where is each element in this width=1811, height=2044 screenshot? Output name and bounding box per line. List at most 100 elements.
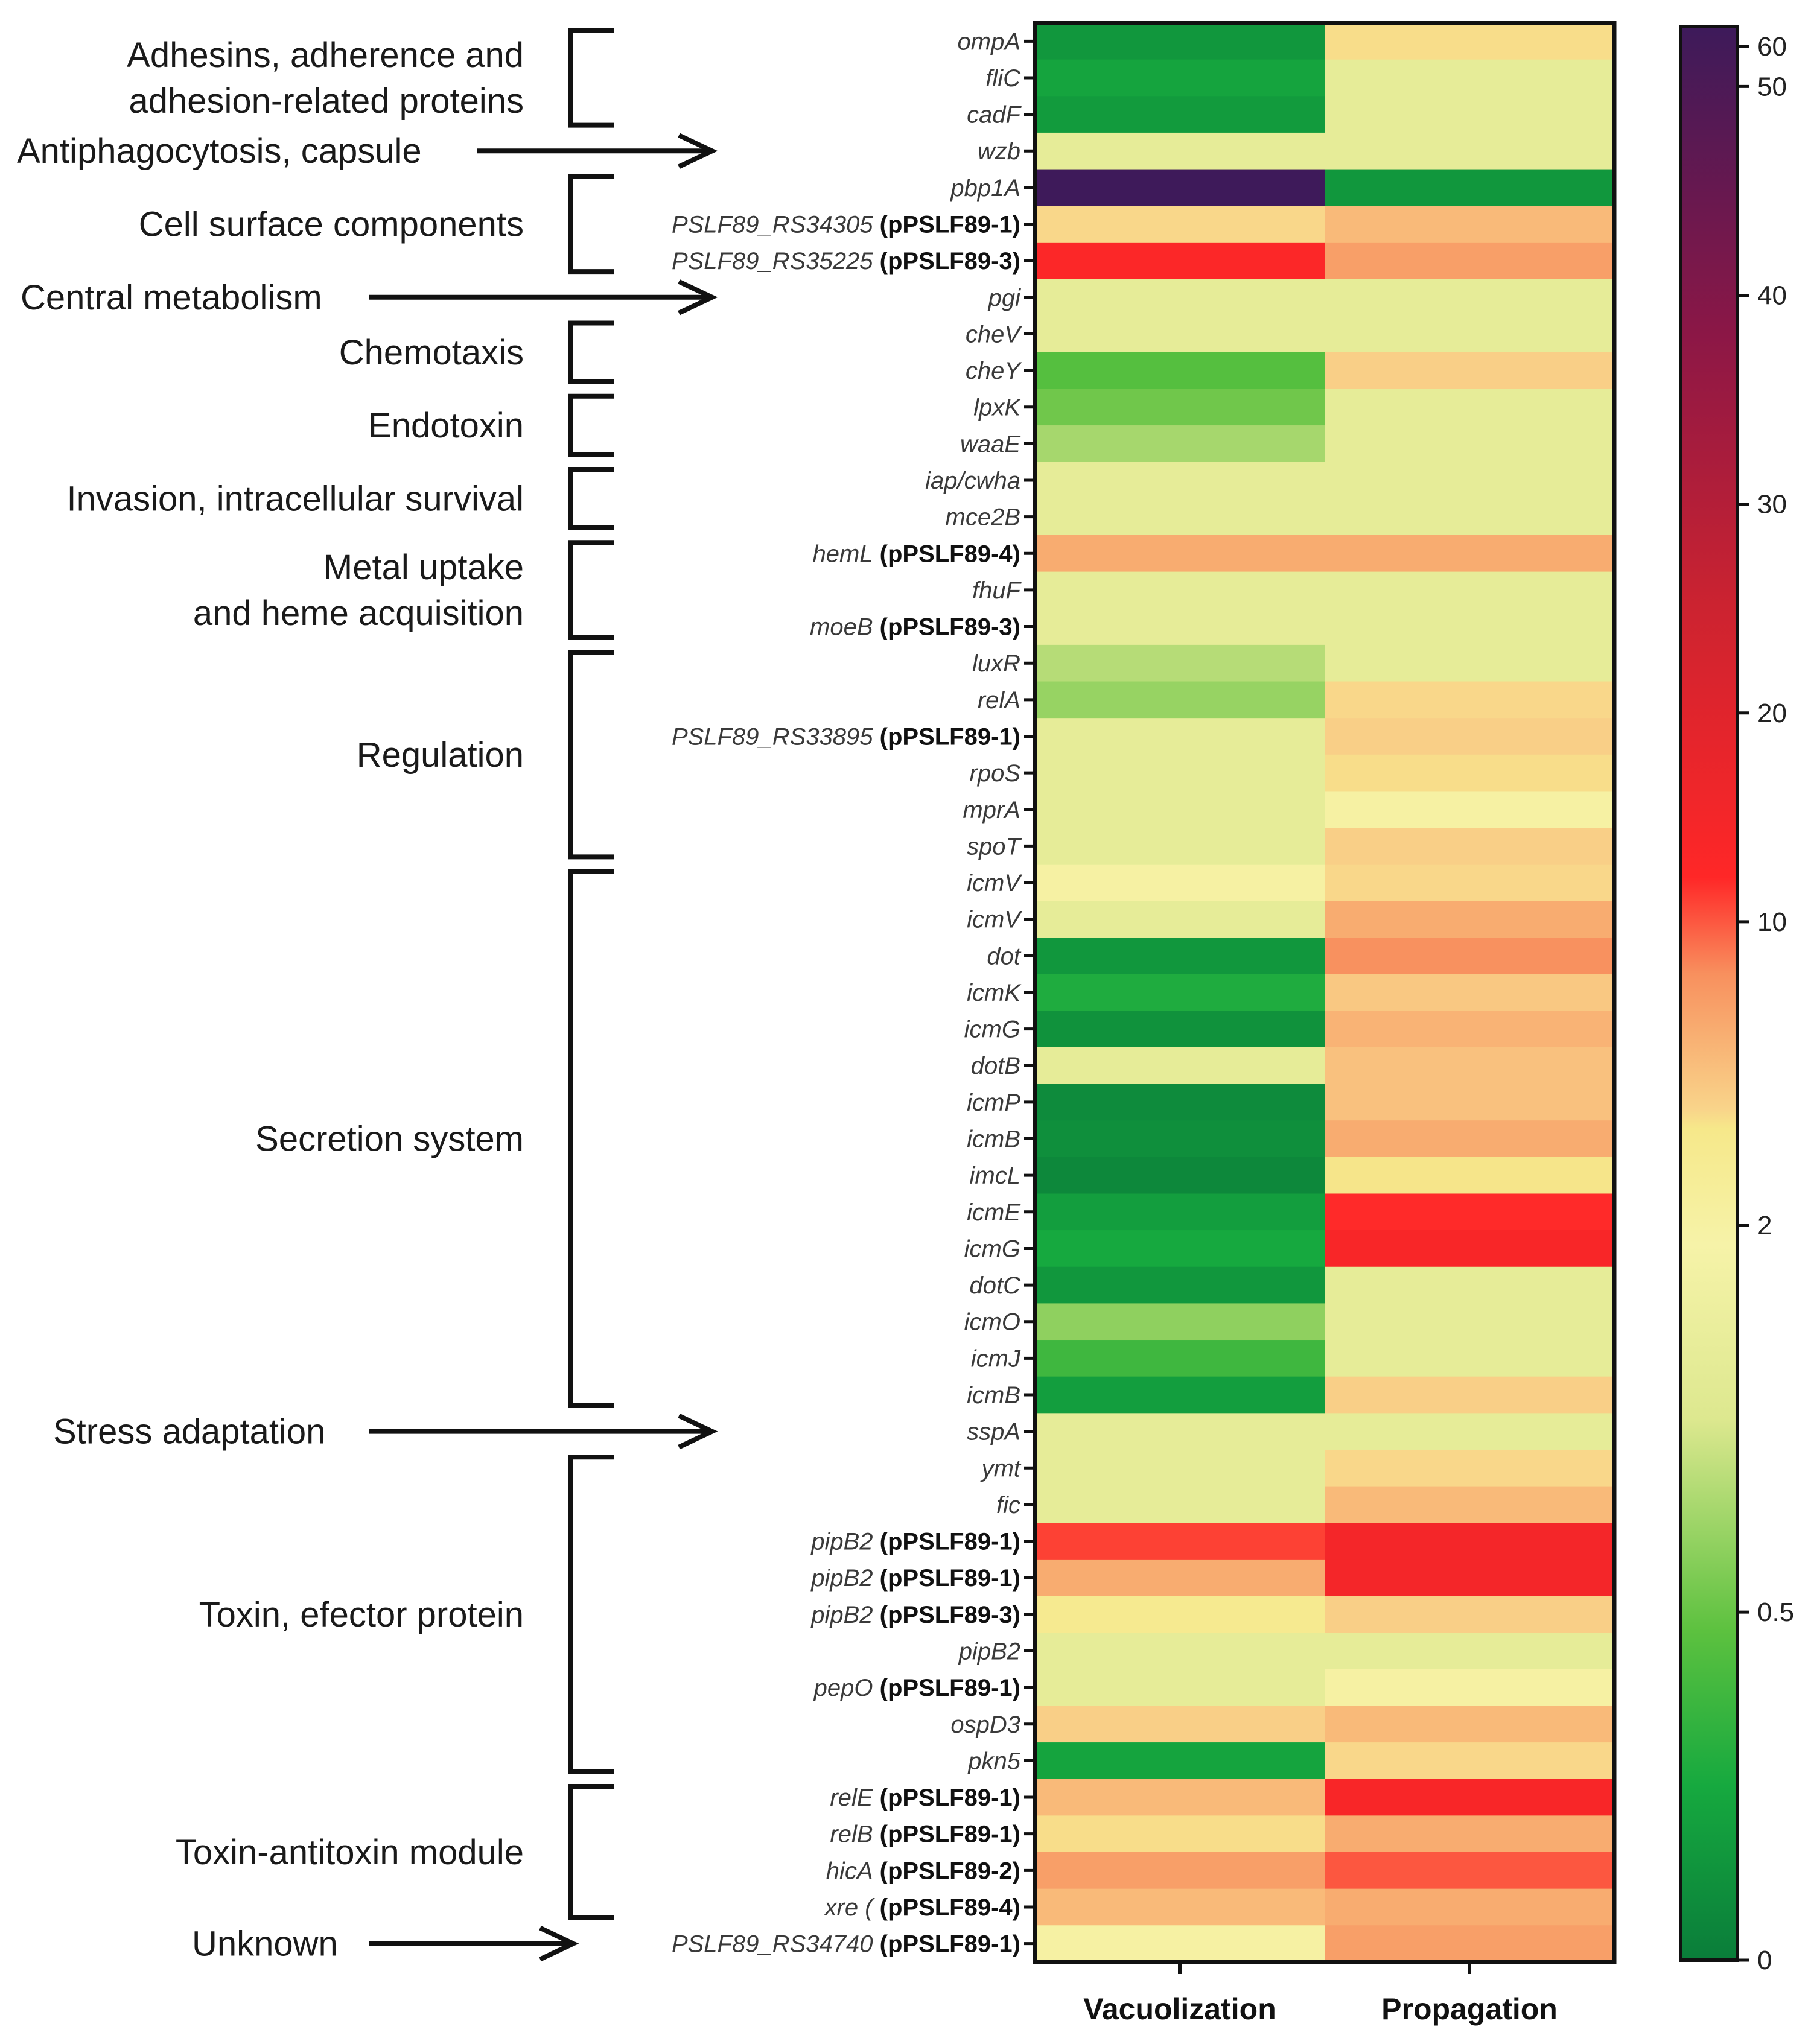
gene-name: ymt (980, 1455, 1022, 1482)
row-label: pipB2 (pPSLF89-3) (810, 1602, 1020, 1628)
heatmap-cell (1325, 242, 1615, 280)
heatmap-cell (1035, 1486, 1325, 1523)
row-label: fic (996, 1492, 1020, 1519)
heatmap-cell (1325, 1449, 1615, 1487)
heatmap-cell (1325, 132, 1615, 170)
gene-name: pipB2 (810, 1602, 873, 1628)
colorbar-tick-label: 60 (1757, 32, 1787, 62)
heatmap-cell (1035, 1303, 1325, 1341)
heatmap-cell (1325, 1486, 1615, 1523)
row-label: lpxK (973, 395, 1022, 421)
gene-name: PSLF89_RS35225 (672, 248, 873, 275)
heatmap-cell (1035, 1852, 1325, 1890)
row-label: dot (987, 943, 1021, 970)
gene-name: pipB2 (958, 1638, 1020, 1665)
arrow-head (678, 1414, 718, 1450)
plasmid-name: (pPSLF89-1) (873, 1785, 1020, 1811)
gene-name: pipB2 (810, 1529, 873, 1555)
heatmap-cell (1035, 644, 1325, 682)
colorbar-ticks: 0 0.5 2 10 20 30 40 50 60 (1737, 32, 1794, 1975)
heatmap-cell (1035, 23, 1325, 60)
gene-name: waaE (960, 431, 1021, 457)
row-label: pbp1A (950, 175, 1020, 202)
row-label: pkn5 (967, 1748, 1020, 1774)
row-label: icmB (967, 1382, 1020, 1409)
row-label: PSLF89_RS34305 (pPSLF89-1) (672, 212, 1020, 238)
heatmap-cell (1325, 59, 1615, 97)
gene-name: relB (830, 1821, 873, 1848)
heatmap-cell (1325, 462, 1615, 499)
gene-name: dotC (970, 1272, 1022, 1299)
gene-name: pepO (813, 1675, 873, 1701)
heatmap-cell (1035, 1925, 1325, 1963)
gene-name: mce2B (946, 504, 1021, 531)
gene-name: ospD3 (950, 1712, 1020, 1738)
heatmap-cell (1325, 754, 1615, 792)
heatmap-cell (1325, 718, 1615, 755)
heatmap-cell (1035, 1340, 1325, 1377)
category-label: adhesion-related proteins (129, 81, 524, 121)
heatmap-cell (1035, 791, 1325, 828)
heatmap-cell (1035, 1193, 1325, 1231)
row-label: relA (978, 687, 1020, 714)
category-label: Antiphagocytosis, capsule (17, 132, 422, 171)
row-label: cheV (966, 321, 1022, 348)
plasmid-name: (pPSLF89-3) (873, 614, 1020, 641)
heatmap-cell (1035, 1120, 1325, 1158)
row-label: ompA (958, 28, 1021, 55)
row-label: icmG (964, 1236, 1020, 1262)
category-bracket (568, 467, 614, 530)
heatmap-cell (1325, 1193, 1615, 1231)
heatmap-cell (1325, 938, 1615, 975)
row-label: iap/cwha (925, 468, 1020, 494)
heatmap-cell (1035, 1011, 1325, 1048)
heatmap-cell (1325, 1120, 1615, 1158)
gene-name: iap/cwha (925, 468, 1020, 494)
heatmap-cell (1325, 1633, 1615, 1670)
gene-name: rpoS (970, 760, 1021, 787)
heatmap-cell (1035, 1047, 1325, 1085)
gene-name: icmO (964, 1309, 1020, 1336)
category-label: Regulation (357, 735, 524, 775)
heatmap-cell (1325, 1413, 1615, 1450)
heatmap-cell (1325, 96, 1615, 133)
heatmap-cell (1035, 1376, 1325, 1414)
category-bracket (568, 174, 614, 275)
heatmap-cell (1035, 1449, 1325, 1487)
gene-name: ompA (958, 28, 1021, 55)
heatmap-cell (1035, 1596, 1325, 1633)
row-label: cadF (967, 102, 1022, 129)
heatmap-cell (1325, 1559, 1615, 1597)
row-label: ospD3 (950, 1712, 1020, 1738)
gene-name: wzb (978, 138, 1020, 165)
column-label-vacuolization: Vacuolization (1083, 1992, 1276, 2026)
gene-name: PSLF89_RS33895 (672, 723, 873, 750)
category-label: Metal uptake (323, 548, 524, 587)
category-label: and heme acquisition (193, 594, 524, 633)
gene-name: PSLF89_RS34740 (672, 1931, 873, 1958)
row-label: hicA (pPSLF89-2) (826, 1858, 1020, 1884)
row-label: icmG (964, 1017, 1020, 1043)
heatmap-cell (1035, 425, 1325, 463)
column-label-propagation: Propagation (1381, 1992, 1558, 2026)
row-label: icmJ (971, 1345, 1021, 1372)
category-label: Toxin-antitoxin module (176, 1833, 524, 1872)
heatmap-cell (1035, 1523, 1325, 1560)
gene-name: relE (830, 1785, 873, 1811)
row-label: relE (pPSLF89-1) (830, 1785, 1020, 1811)
heatmap-cell (1325, 1523, 1615, 1560)
category-bracket (568, 540, 614, 640)
heatmap-cell (1035, 1669, 1325, 1707)
row-labels: ompA fliC cadF wzb pbp1A PSLF89_RS34305 (pPSL… (672, 28, 1035, 1958)
row-label: rpoS (970, 760, 1021, 787)
heatmap-cell (1035, 169, 1325, 206)
plasmid-name: (pPSLF89-4) (873, 1894, 1020, 1921)
colorbar-tick-label: 40 (1757, 281, 1787, 310)
colorbar-tick-label: 30 (1757, 490, 1787, 519)
heatmap-cell (1035, 1266, 1325, 1304)
heatmap-cell (1325, 1266, 1615, 1304)
heatmap-cell (1035, 754, 1325, 792)
category-label: Cell surface components (139, 205, 524, 244)
heatmap-cell (1035, 1559, 1325, 1597)
heatmap-cell (1035, 1230, 1325, 1268)
